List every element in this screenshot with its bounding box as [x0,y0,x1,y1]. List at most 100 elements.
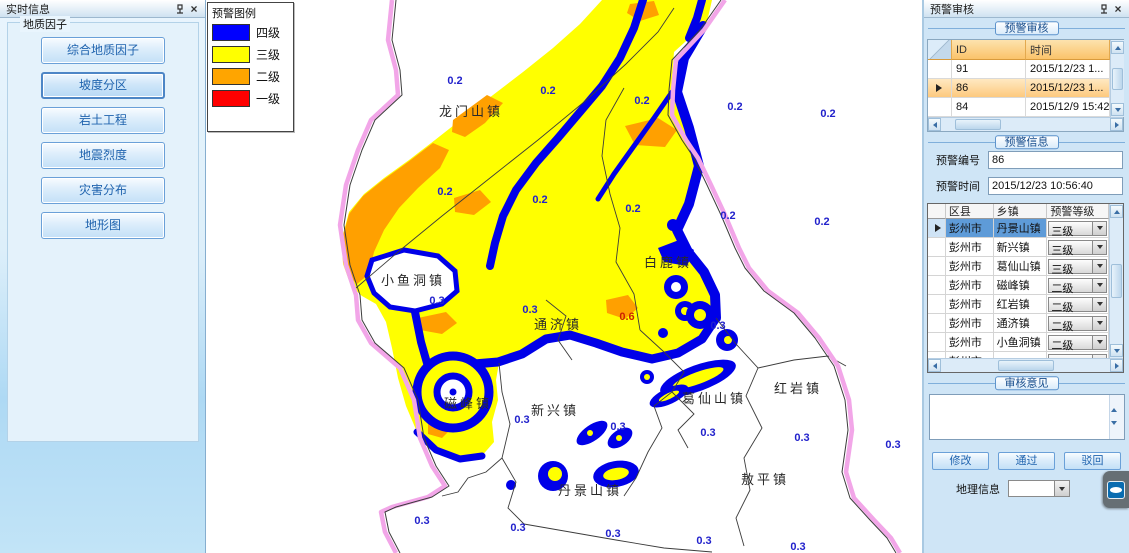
scroll-up-icon[interactable] [1110,396,1124,412]
chevron-down-icon[interactable] [1092,316,1106,330]
level-dropdown[interactable] [1048,353,1107,358]
cell-time[interactable]: 2015/12/23 1... [1026,60,1110,79]
geology-button[interactable]: 地形图 [41,212,165,239]
geo-info-combobox[interactable] [1008,480,1070,497]
hscroll-thumb[interactable] [997,360,1054,371]
scroll-down-icon[interactable] [1110,421,1124,438]
review-vscrollbar[interactable] [1109,395,1124,439]
remote-support-icon[interactable] [1103,471,1129,508]
scroll-up-icon[interactable] [1110,205,1123,218]
level-dropdown[interactable]: 三级 [1048,239,1107,256]
audit-table-vscrollbar[interactable] [1110,40,1124,117]
geology-button[interactable]: 岩土工程 [41,107,165,134]
cell-county[interactable]: 彭州市 [945,257,994,276]
scroll-down-icon[interactable] [1110,344,1123,357]
cell-town[interactable] [993,352,1048,358]
close-icon[interactable]: × [1114,1,1122,16]
level-dropdown[interactable]: 三级 [1048,220,1107,237]
audit-table-hscrollbar[interactable] [928,117,1123,131]
cell-id[interactable]: 91 [952,60,1026,79]
detail-table-hscrollbar[interactable] [928,358,1123,372]
column-header-town[interactable]: 乡镇 [993,204,1048,219]
table-row[interactable]: 84 2015/12/9 15:42 [928,98,1110,117]
hscroll-thumb[interactable] [954,119,1001,130]
action-button[interactable]: 修改 [932,452,989,470]
geology-button[interactable]: 地震烈度 [41,142,165,169]
table-row[interactable]: 彭州市 葛仙山镇 三级 [928,257,1109,276]
field-value-input[interactable]: 2015/12/23 10:56:40 [988,177,1123,195]
detail-table-vscrollbar[interactable] [1109,204,1123,358]
level-dropdown[interactable]: 三级 [1048,258,1107,275]
chevron-down-icon[interactable] [1092,278,1106,292]
review-comment-box [929,394,1125,440]
column-header-time[interactable]: 时间 [1026,40,1110,60]
cell-town[interactable]: 磁峰镇 [993,276,1048,295]
cell-county[interactable]: 彭州市 [945,314,994,333]
chevron-down-icon[interactable] [1092,335,1106,349]
scroll-down-icon[interactable] [1111,103,1124,116]
chevron-down-icon[interactable] [1092,240,1106,254]
cell-county[interactable]: 彭州市 [945,295,994,314]
cell-town[interactable]: 丹景山镇 [993,219,1048,238]
close-icon[interactable]: × [190,1,198,16]
chevron-down-icon[interactable] [1092,221,1106,235]
scroll-right-icon[interactable] [1110,118,1123,131]
cell-county[interactable]: 彭州市 [945,333,994,352]
map-canvas[interactable]: 龙门山镇 小鱼洞镇 通济镇 白鹿镇 磁峰镇 新兴镇 葛仙山镇 红岩镇 丹景山镇 敖平镇 0.2 0.2… [206,0,922,553]
geology-button[interactable]: 综合地质因子 [41,37,165,64]
chevron-down-icon[interactable] [1092,354,1106,358]
pin-icon[interactable] [173,2,187,16]
scroll-right-icon[interactable] [1110,359,1123,372]
column-header-county[interactable]: 区县 [945,204,994,219]
cell-county[interactable]: 彭州市 [945,238,994,257]
cell-county[interactable]: 彭州市 [945,352,994,358]
scroll-left-icon[interactable] [928,118,941,131]
table-row[interactable]: 彭州市 磁峰镇 二级 [928,276,1109,295]
cell-county[interactable]: 彭州市 [945,276,994,295]
table-row[interactable]: 91 2015/12/23 1... [928,60,1110,79]
contour-value-label: 0.3 [522,304,537,316]
table-row[interactable]: 彭州市 新兴镇 三级 [928,238,1109,257]
geology-button[interactable]: 坡度分区 [41,72,165,99]
geo-info-label: 地理信息 [956,483,1000,496]
level-dropdown[interactable]: 二级 [1048,315,1107,332]
table-row[interactable]: 彭州市 丹景山镇 三级 [928,219,1109,238]
chevron-down-icon[interactable] [1054,481,1069,496]
column-header-id[interactable]: ID [952,40,1026,60]
table-row[interactable]: 彭州市 小鱼洞镇 二级 [928,333,1109,352]
vscroll-thumb[interactable] [1112,67,1123,90]
level-dropdown[interactable]: 二级 [1048,296,1107,313]
column-header-level[interactable]: 预警等级 [1047,204,1109,219]
pin-icon[interactable] [1097,2,1111,16]
cell-county[interactable]: 彭州市 [945,219,994,238]
table-row[interactable]: 彭州市 [928,352,1109,358]
table-row[interactable]: 彭州市 通济镇 二级 [928,314,1109,333]
chevron-down-icon[interactable] [1092,259,1106,273]
chevron-down-icon[interactable] [1092,297,1106,311]
level-dropdown[interactable]: 二级 [1048,334,1107,351]
tab-review-opinion[interactable]: 审核意见 [994,376,1059,391]
tab-warning-audit[interactable]: 预警审核 [994,21,1059,36]
cell-time[interactable]: 2015/12/23 1... [1026,79,1110,98]
table-row[interactable]: 彭州市 红岩镇 二级 [928,295,1109,314]
geology-button[interactable]: 灾害分布 [41,177,165,204]
cell-time[interactable]: 2015/12/9 15:42 [1026,98,1110,117]
review-comment-input[interactable] [930,395,1109,439]
table-row[interactable]: 86 2015/12/23 1... [928,79,1110,98]
cell-town[interactable]: 红岩镇 [993,295,1048,314]
tab-warning-info[interactable]: 预警信息 [994,135,1059,150]
cell-town[interactable]: 小鱼洞镇 [993,333,1048,352]
action-button[interactable]: 通过 [998,452,1055,470]
cell-id[interactable]: 84 [952,98,1026,117]
cell-town[interactable]: 通济镇 [993,314,1048,333]
cell-id[interactable]: 86 [952,79,1026,98]
level-dropdown[interactable]: 二级 [1048,277,1107,294]
action-button[interactable]: 驳回 [1064,452,1121,470]
cell-town[interactable]: 葛仙山镇 [993,257,1048,276]
cell-town[interactable]: 新兴镇 [993,238,1048,257]
scroll-left-icon[interactable] [928,359,941,372]
scroll-up-icon[interactable] [1111,41,1124,54]
vscroll-thumb[interactable] [1111,264,1122,298]
field-value-input[interactable]: 86 [988,151,1123,169]
